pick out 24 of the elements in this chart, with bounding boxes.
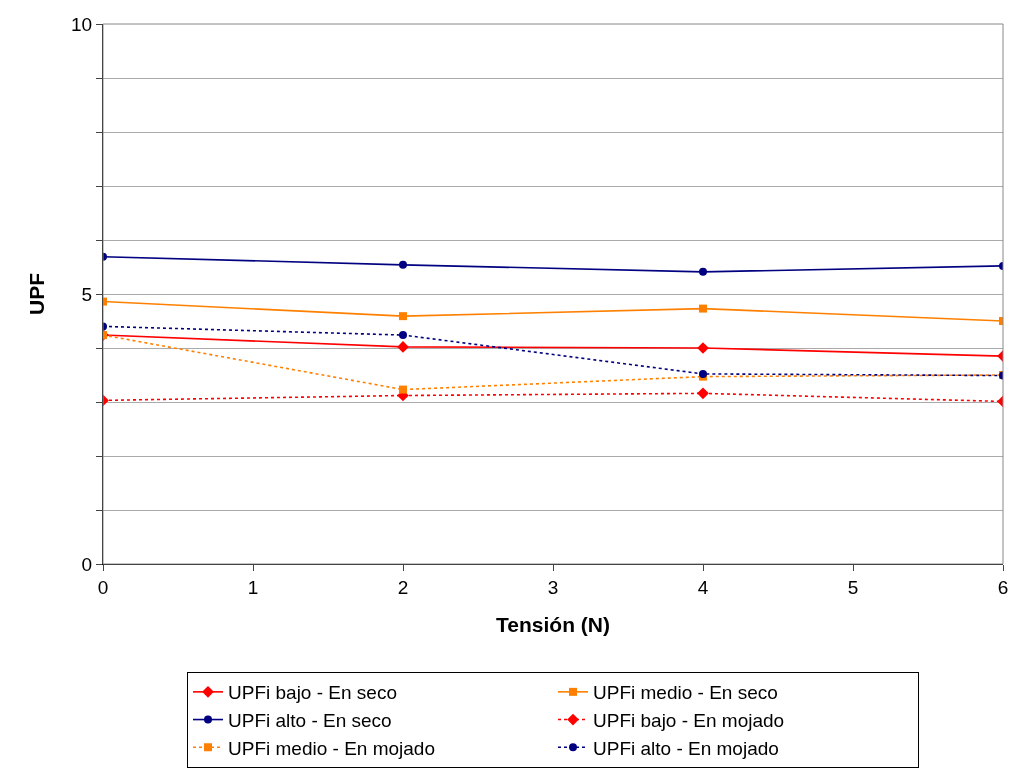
x-tick-label: 6 <box>997 576 1009 598</box>
x-tick-label: 5 <box>847 576 859 598</box>
y-tick-label: 10 <box>71 13 93 35</box>
legend-label: UPFi bajo - En seco <box>228 682 397 704</box>
y-axis-title: UPF <box>25 272 49 315</box>
y-tick-label: 0 <box>81 553 93 575</box>
y-tick-label: 5 <box>81 283 93 305</box>
legend-label: UPFi medio - En mojado <box>228 737 435 759</box>
point <box>399 385 407 394</box>
x-axis-title: Tensión (N) <box>496 613 610 636</box>
x-tick-label: 3 <box>547 576 559 598</box>
x-tick-label: 2 <box>397 576 409 598</box>
legend-label: UPFi bajo - En mojado <box>593 709 785 731</box>
point <box>699 304 707 313</box>
x-tick-label: 4 <box>697 576 709 598</box>
x-tick-label: 1 <box>247 576 259 598</box>
point <box>699 267 707 276</box>
legend-label: UPFi alto - En seco <box>228 709 392 731</box>
legend-label: UPFi alto - En mojado <box>593 737 779 759</box>
point <box>399 331 407 340</box>
x-tick-label: 0 <box>97 576 109 598</box>
legend-label: UPFi medio - En seco <box>593 682 778 704</box>
point <box>399 260 407 269</box>
point <box>399 312 407 321</box>
